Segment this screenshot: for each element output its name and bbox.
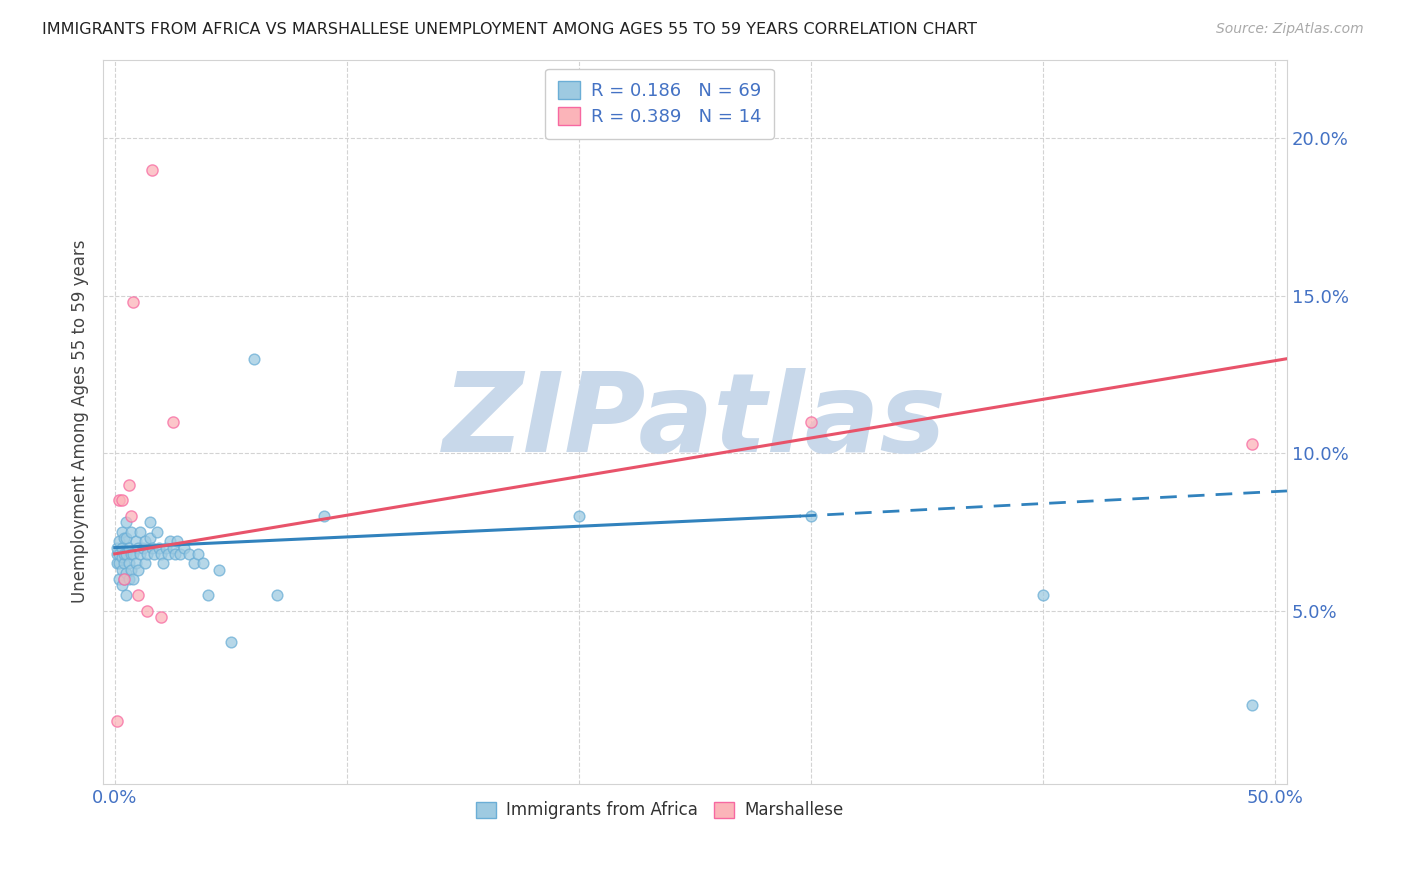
Point [120,563,142,577]
Point [800,509,823,524]
Point [122,572,145,586]
Point [118,557,141,571]
Point [122,547,145,561]
Point [800,415,823,429]
Point [118,477,141,491]
Point [108,557,131,571]
Point [112,572,135,586]
Point [191,557,214,571]
Point [177,547,200,561]
Point [141,162,163,177]
Point [1241,698,1264,712]
Point [141,541,163,555]
Point [162,541,184,555]
Point [105,547,128,561]
Point [111,493,134,508]
Text: Source: ZipAtlas.com: Source: ZipAtlas.com [1216,22,1364,37]
Point [150,547,173,561]
Point [108,534,131,549]
Point [129,547,152,561]
Point [145,524,167,539]
Point [150,610,173,624]
Point [143,547,166,561]
Point [111,524,134,539]
Point [159,534,181,549]
Point [115,588,138,602]
Point [111,549,134,564]
Point [134,557,156,571]
Point [219,635,242,649]
Point [173,541,195,555]
Point [568,509,591,524]
Point [112,547,135,561]
Point [118,572,141,586]
Y-axis label: Unemployment Among Ages 55 to 59 years: Unemployment Among Ages 55 to 59 years [72,240,89,603]
Point [138,516,160,530]
Point [208,563,231,577]
Point [312,509,335,524]
Point [120,524,142,539]
Legend: Immigrants from Africa, Marshallese: Immigrants from Africa, Marshallese [470,795,851,826]
Point [243,351,266,366]
Point [165,547,187,561]
Point [155,541,177,555]
Point [111,578,134,592]
Point [266,588,288,602]
Point [131,541,153,555]
Point [120,547,142,561]
Point [122,295,145,310]
Point [111,541,134,555]
Point [112,572,135,586]
Point [127,541,149,555]
Point [169,547,191,561]
Point [134,534,156,549]
Point [115,566,138,580]
Point [115,516,138,530]
Point [166,534,188,549]
Point [124,557,146,571]
Point [197,588,219,602]
Text: IMMIGRANTS FROM AFRICA VS MARSHALLESE UNEMPLOYMENT AMONG AGES 55 TO 59 YEARS COR: IMMIGRANTS FROM AFRICA VS MARSHALLESE UN… [42,22,977,37]
Point [115,547,138,561]
Point [108,547,131,561]
Point [148,541,170,555]
Point [152,557,174,571]
Point [108,493,131,508]
Point [157,547,180,561]
Point [111,563,134,577]
Point [108,572,131,586]
Point [115,531,138,545]
Point [1241,436,1264,450]
Point [105,714,128,728]
Point [112,557,135,571]
Text: ZIPatlas: ZIPatlas [443,368,946,475]
Point [136,547,159,561]
Point [127,563,149,577]
Point [127,588,149,602]
Point [183,557,205,571]
Point [105,541,128,555]
Point [187,547,209,561]
Point [138,531,160,545]
Point [136,603,159,617]
Point [118,541,141,555]
Point [129,524,152,539]
Point [124,534,146,549]
Point [105,557,128,571]
Point [112,531,135,545]
Point [1032,588,1054,602]
Point [162,415,184,429]
Point [120,509,142,524]
